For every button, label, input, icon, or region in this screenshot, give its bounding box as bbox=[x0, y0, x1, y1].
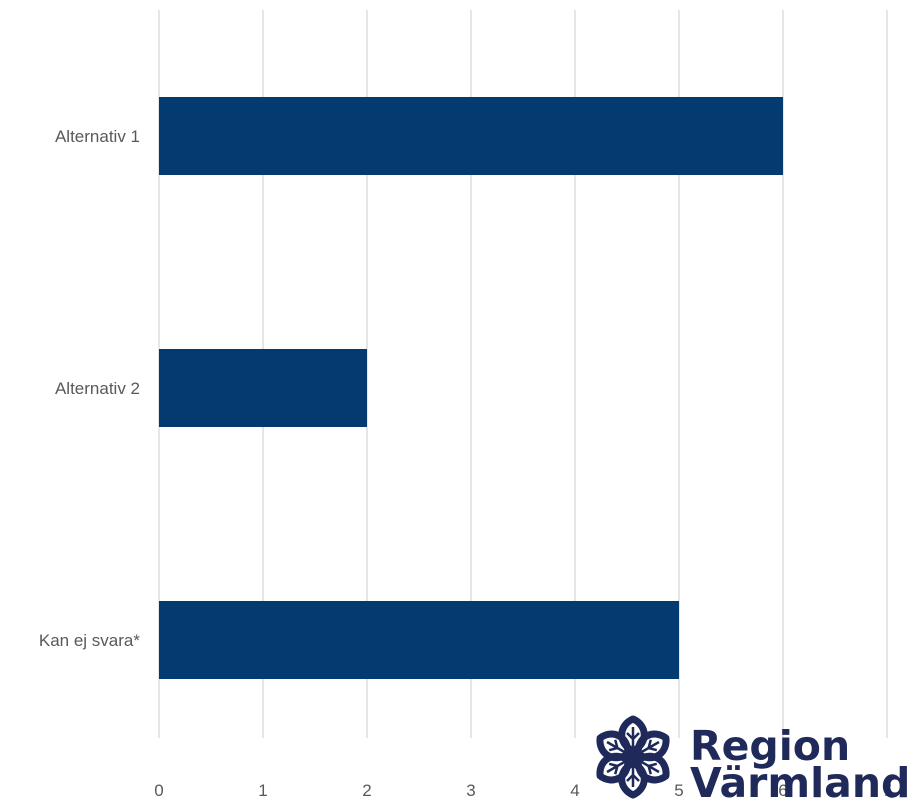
bar-2 bbox=[159, 349, 367, 427]
flower-petal-vein bbox=[637, 758, 660, 775]
region-varmland-logo: Region Värmland bbox=[596, 715, 910, 801]
category-label-3: Kan ej svara* bbox=[39, 631, 140, 650]
flower-petal-vein bbox=[606, 739, 629, 756]
category-label-1: Alternativ 1 bbox=[55, 127, 140, 146]
x-tick-label-0: 0 bbox=[154, 781, 163, 800]
x-tick-label-5: 5 bbox=[674, 781, 683, 800]
flower-petal-vein bbox=[626, 727, 640, 751]
bar-1 bbox=[159, 97, 783, 175]
x-axis-tick-labels: 0 1 2 3 4 5 6 7 bbox=[154, 781, 891, 800]
x-tick-label-7: 7 bbox=[882, 781, 891, 800]
x-tick-label-6: 6 bbox=[778, 781, 787, 800]
flower-logo-icon bbox=[596, 715, 670, 799]
category-label-2: Alternativ 2 bbox=[55, 379, 140, 398]
x-tick-label-4: 4 bbox=[570, 781, 579, 800]
x-tick-label-1: 1 bbox=[258, 781, 267, 800]
logo-text-line1: Region bbox=[690, 722, 850, 770]
x-tick-label-2: 2 bbox=[362, 781, 371, 800]
category-labels: Alternativ 1 Alternativ 2 Kan ej svara* bbox=[39, 127, 140, 650]
flower-petal-vein bbox=[637, 739, 660, 756]
logo-text-line2: Värmland bbox=[690, 759, 910, 801]
bars bbox=[159, 97, 783, 679]
flower-petal bbox=[596, 730, 632, 762]
flower-petal-vein bbox=[626, 763, 640, 787]
bar-3 bbox=[159, 601, 679, 679]
x-tick-label-3: 3 bbox=[466, 781, 475, 800]
flower-petal-vein bbox=[606, 758, 629, 775]
